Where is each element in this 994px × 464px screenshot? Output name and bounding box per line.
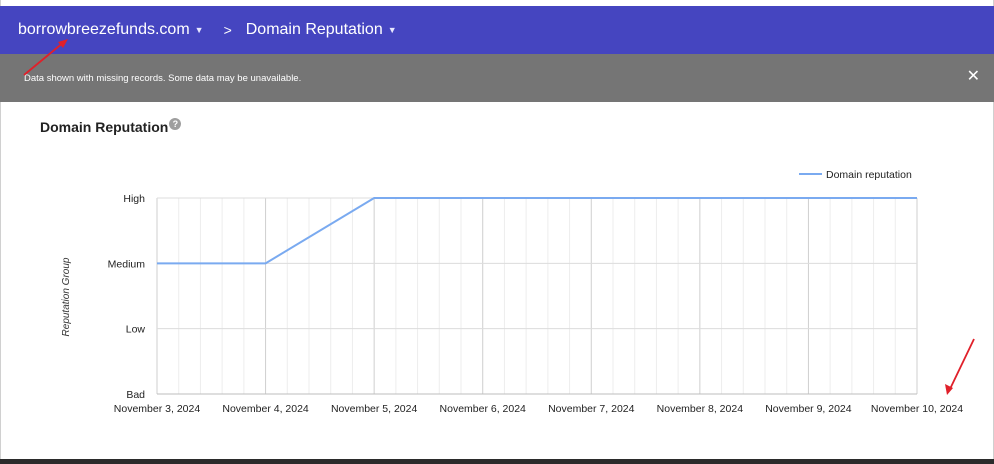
domain-label: borrowbreezefunds.com: [18, 21, 190, 38]
chevron-right-icon: >: [223, 22, 232, 38]
x-tick-label: November 5, 2024: [331, 403, 418, 415]
x-tick-label: November 7, 2024: [548, 403, 635, 415]
y-tick-label: High: [123, 193, 145, 205]
x-tick-label: November 3, 2024: [114, 403, 201, 415]
y-tick-label: Low: [126, 324, 146, 336]
card-title-text: Domain Reputation: [40, 119, 169, 135]
close-icon[interactable]: ✕: [966, 68, 980, 85]
notice-banner: Data shown with missing records. Some da…: [0, 54, 994, 102]
legend: Domain reputation: [799, 169, 912, 181]
x-tick-label: November 4, 2024: [222, 403, 309, 415]
caret-down-icon: ▼: [194, 25, 204, 35]
help-icon[interactable]: ?: [169, 118, 182, 130]
legend-label: Domain reputation: [826, 169, 912, 181]
x-tick-label: November 10, 2024: [871, 403, 963, 415]
domain-selector[interactable]: borrowbreezefunds.com ▼: [18, 21, 204, 39]
annotation-arrow: [23, 39, 68, 76]
x-tick-label: November 6, 2024: [440, 403, 527, 415]
x-tick-label: November 8, 2024: [657, 403, 744, 415]
x-tick-label: November 9, 2024: [765, 403, 852, 415]
series-line: [157, 197, 917, 265]
caret-down-icon: ▼: [387, 25, 397, 35]
annotation-arrow: [945, 338, 975, 395]
section-label: Domain Reputation: [245, 21, 383, 38]
section-selector[interactable]: Domain Reputation ▼: [246, 21, 397, 39]
notice-text: Data shown with missing records. Some da…: [24, 72, 302, 84]
card-title: Domain Reputation ?: [40, 118, 182, 135]
top-bar: borrowbreezefunds.com ▼ > Domain Reputat…: [0, 6, 994, 54]
bottom-edge: [0, 459, 994, 464]
y-axis-label: Reputation Group: [61, 257, 72, 336]
y-tick-label: Medium: [108, 258, 146, 270]
y-tick-label: Bad: [126, 389, 145, 401]
